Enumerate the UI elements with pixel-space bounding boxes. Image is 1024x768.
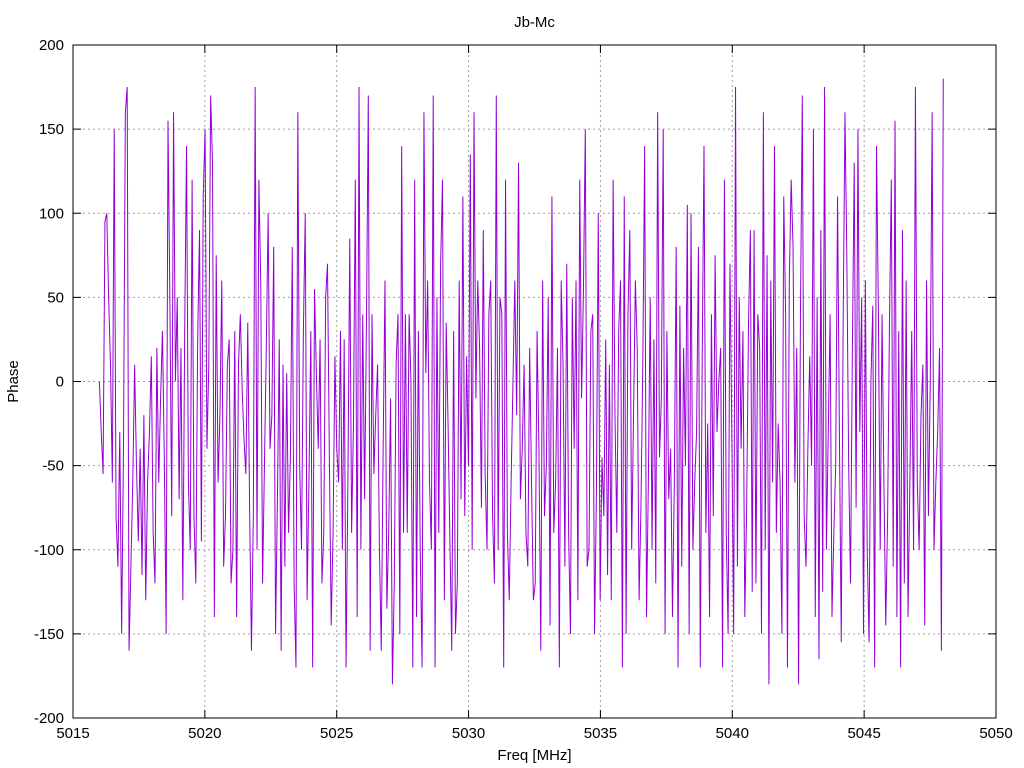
x-tick-label: 5035	[584, 725, 617, 742]
y-tick-label: 0	[56, 374, 64, 391]
y-tick-label: 200	[39, 37, 64, 54]
y-tick-label: -200	[34, 710, 64, 727]
y-tick-label: 50	[47, 289, 64, 306]
y-tick-label: -100	[34, 542, 64, 559]
chart-title: Jb-Mc	[514, 14, 555, 31]
x-tick-label: 5025	[320, 725, 353, 742]
x-tick-label: 5050	[979, 725, 1012, 742]
x-tick-label: 5030	[452, 725, 485, 742]
y-axis-label: Phase	[5, 360, 22, 403]
x-tick-labels: 5015 5020 5025 5030 5035 5040 5045 5050	[56, 725, 1012, 742]
x-tick-label: 5040	[716, 725, 749, 742]
phase-series-line	[98, 78, 944, 685]
tick-marks	[72, 44, 997, 719]
x-tick-label: 5015	[56, 725, 89, 742]
y-tick-label: -50	[42, 458, 64, 475]
y-tick-label: 150	[39, 121, 64, 138]
grid-lines	[73, 45, 996, 718]
x-tick-label: 5020	[188, 725, 221, 742]
x-axis-label: Freq [MHz]	[497, 747, 571, 764]
y-tick-labels: -200 -150 -100 -50 0 50 100 150 200	[34, 37, 64, 727]
y-tick-label: 100	[39, 205, 64, 222]
x-tick-label: 5045	[847, 725, 880, 742]
y-tick-label: -150	[34, 626, 64, 643]
series-group	[98, 78, 944, 685]
